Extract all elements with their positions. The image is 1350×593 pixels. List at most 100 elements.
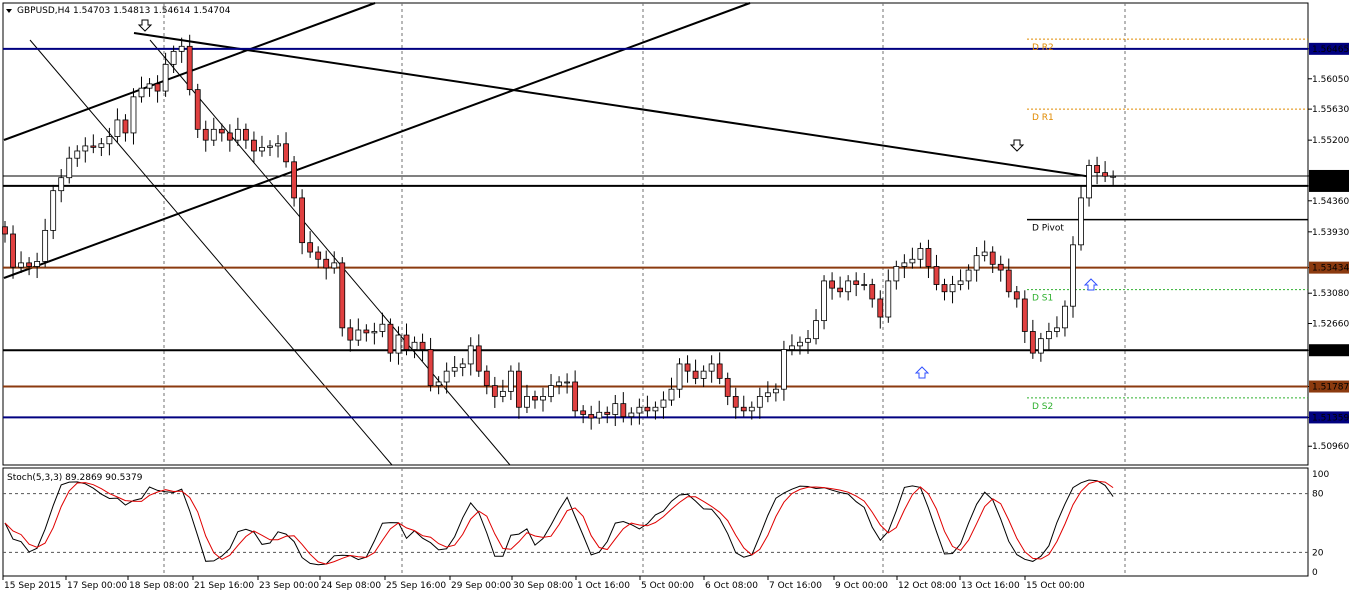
candle-body: [483, 370, 490, 386]
candle-body: [299, 197, 306, 244]
stoch-axis-label: 80: [1312, 490, 1324, 500]
candle-body: [234, 128, 241, 141]
triangle-down-icon[interactable]: [6, 9, 12, 13]
candle-body: [251, 139, 257, 152]
time-label: 30 Sep 08:00: [513, 581, 573, 591]
candle-body: [66, 157, 73, 179]
candle-body: [997, 263, 1004, 271]
candle-body: [516, 370, 522, 408]
candle-body: [226, 132, 233, 141]
candle-body: [572, 381, 579, 412]
candle-body: [395, 334, 402, 354]
time-label: 25 Sep 16:00: [386, 581, 446, 591]
stoch-signal-line: [4, 480, 1114, 565]
time-label: 12 Oct 08:00: [898, 581, 957, 591]
price-label-bg: [1309, 344, 1349, 357]
stoch-label: Stoch(5,3,3) 89.2869 90.5379: [7, 473, 143, 483]
candle-body: [973, 255, 980, 271]
price-label: 1.55630: [1312, 105, 1349, 115]
candle-body: [435, 381, 442, 386]
candle-body: [74, 150, 81, 159]
candle-body: [700, 370, 707, 379]
candle-body: [1029, 331, 1036, 354]
candle-body: [829, 280, 835, 289]
price-label-bg: [1309, 169, 1349, 182]
candle-body: [242, 128, 249, 141]
candle-body: [716, 363, 723, 379]
stoch-axis: 100 80 20 0: [1312, 470, 1329, 578]
candle-body: [764, 392, 771, 397]
time-label: 7 Oct 16:00: [769, 581, 822, 591]
candlesticks: [2, 34, 1117, 430]
price-label-bg: [1309, 42, 1349, 55]
price-label: 1.52290: [1312, 346, 1349, 356]
candle-body: [451, 367, 458, 372]
candle-body: [877, 298, 884, 318]
candle-body: [1086, 165, 1092, 199]
pivot-label: D S1: [1032, 294, 1053, 304]
candle-body: [1110, 175, 1117, 178]
candle-body: [1054, 327, 1060, 332]
price-label: 1.54360: [1312, 197, 1349, 207]
candle-body: [371, 331, 378, 334]
candle-body: [853, 280, 860, 285]
candle-body: [676, 363, 683, 390]
price-label: 1.51787: [1312, 383, 1349, 393]
candle-body: [596, 411, 603, 419]
price-label-bg: [1309, 179, 1349, 192]
candle-body: [491, 385, 498, 397]
trendline: [133, 32, 1093, 178]
candle-body: [724, 377, 731, 397]
candle-body: [90, 145, 97, 148]
time-label: 24 Sep 08:00: [321, 581, 381, 591]
price-label: 1.54704: [1312, 172, 1349, 182]
arrow-down-icon: [137, 19, 153, 32]
time-label: 1 Oct 16:00: [577, 581, 630, 591]
candle-body: [620, 403, 627, 418]
candle-body: [58, 177, 65, 192]
candle-body: [1078, 197, 1084, 246]
stoch-panel-frame: [2, 467, 1309, 577]
candle-body: [42, 229, 49, 262]
candle-body: [732, 396, 739, 408]
time-label: 29 Sep 00:00: [451, 581, 511, 591]
candle-body: [989, 251, 996, 265]
candle-body: [604, 411, 611, 415]
candle-body: [540, 396, 546, 401]
candle-body: [114, 119, 121, 137]
candle-body: [660, 399, 667, 408]
candle-body: [909, 258, 916, 264]
candle-body: [772, 388, 779, 394]
time-label: 15 Oct 00:00: [1026, 581, 1085, 591]
main-panel-frame: [2, 2, 1309, 466]
candle-body: [933, 266, 940, 285]
candle-body: [837, 287, 844, 293]
candle-body: [411, 341, 418, 350]
candle-body: [194, 89, 201, 130]
candle-body: [122, 119, 129, 134]
arrow-up-icon: [1083, 278, 1099, 291]
candle-body: [499, 390, 506, 397]
stoch-main-line: [4, 479, 1114, 566]
candle-body: [210, 128, 217, 141]
candle-body: [917, 248, 924, 260]
candle-body: [781, 349, 787, 390]
stoch-oscillator: [3, 479, 1308, 566]
candle-body: [130, 96, 137, 134]
price-axis: 1.56465 1.56050 1.55630 1.55200 1.547041.545…: [1308, 42, 1349, 452]
candle-body: [331, 262, 338, 269]
candle-body: [1070, 244, 1076, 307]
time-label: 23 Sep 00:00: [259, 581, 319, 591]
candle-body: [267, 145, 273, 148]
candle-body: [202, 128, 209, 141]
candle-body: [748, 406, 755, 412]
candle-body: [556, 381, 562, 386]
time-label: 5 Oct 00:00: [641, 581, 694, 591]
candle-body: [339, 262, 346, 329]
candle-body: [1046, 331, 1052, 340]
candle-body: [347, 327, 354, 341]
time-label: 21 Sep 16:00: [194, 581, 254, 591]
candle-body: [941, 284, 948, 293]
time-label: 9 Oct 00:00: [835, 581, 888, 591]
